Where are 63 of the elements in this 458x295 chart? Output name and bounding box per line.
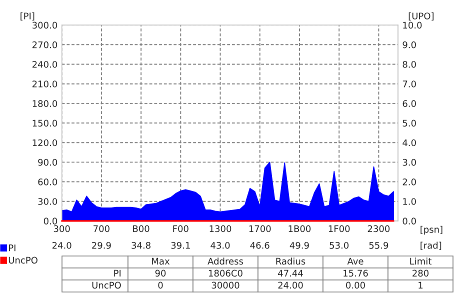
x-tick-label: 300 (54, 225, 70, 232)
text: Address (208, 258, 244, 265)
y-tick-label: 240.0 (32, 60, 58, 68)
y2-tick-label: 3.0 (402, 158, 416, 166)
y2-tick-label: 7.0 (402, 80, 416, 88)
y-tick-label: 210.0 (32, 80, 58, 88)
text: 15.76 (344, 270, 368, 277)
y2-tick-label: 4.0 (402, 139, 416, 146)
text: 280 (412, 270, 429, 277)
y-tick-label: 90.0 (38, 158, 58, 166)
x-tick-label: 1F00 (328, 225, 350, 232)
y2-tick-label: 6.0 (402, 100, 416, 107)
y-tick-label: 300.0 (32, 22, 58, 29)
y-tick-label: 120.0 (32, 139, 58, 146)
x-tick-label: 1300 (210, 225, 232, 232)
text: 90 (155, 270, 166, 277)
legend-label: UncPO (8, 256, 38, 264)
y2-tick-label: 8.0 (402, 60, 416, 68)
x-tick-label: 1700 (249, 225, 271, 232)
text: 39.1 (171, 242, 190, 249)
text: 46.6 (250, 242, 270, 249)
text: 53.0 (330, 242, 349, 249)
y2-axis-title: [UPO] (408, 12, 434, 20)
text: 49.9 (290, 242, 309, 249)
text: 0 (158, 282, 163, 289)
text: 1 (418, 282, 423, 288)
y2-tick-label: 2.0 (402, 178, 416, 186)
text: Max (152, 258, 170, 265)
text: PI (114, 270, 121, 276)
y-tick-label: 180.0 (32, 100, 58, 107)
text: 47.44 (278, 270, 303, 276)
x-tick-label: 700 (94, 225, 110, 232)
y-tick-label: 0.0 (44, 218, 58, 225)
text: 34.8 (132, 242, 150, 249)
x-tick-label: 1B00 (288, 225, 311, 232)
text: 0.00 (346, 282, 365, 289)
y2-tick-label: 0.0 (402, 218, 416, 225)
text: Ave (347, 258, 364, 265)
y-tick-label: 270.0 (32, 41, 58, 48)
text: 24.0 (52, 242, 72, 249)
x-tick-label: B00 (133, 225, 150, 232)
text: 55.9 (369, 242, 388, 249)
x-axis-title: [psn] (420, 226, 442, 235)
text: 29.9 (92, 242, 111, 249)
y-tick-label: 150.0 (32, 120, 58, 127)
y-tick-label: 30.0 (38, 198, 58, 205)
text: 30000 (212, 282, 240, 289)
text: 43.0 (210, 242, 230, 249)
text: 1806C0 (208, 270, 242, 277)
y-tick-label: 60.0 (38, 178, 58, 186)
legend-label: PI (9, 244, 16, 252)
text: [rad] (420, 242, 442, 250)
x-tick-label: F00 (173, 225, 188, 232)
text: UncPO (92, 282, 121, 289)
y2-tick-label: 5.0 (402, 120, 416, 127)
text: Radius (276, 258, 306, 265)
y2-tick-label: 9.0 (402, 41, 416, 48)
x-tick-label: 2300 (368, 225, 390, 232)
text: 24.00 (278, 282, 303, 289)
y2-tick-label: 1.0 (403, 198, 416, 205)
text: Limit (410, 258, 432, 264)
y2-tick-label: 10.0 (403, 22, 422, 29)
y-axis-title: [PI] (20, 12, 34, 20)
